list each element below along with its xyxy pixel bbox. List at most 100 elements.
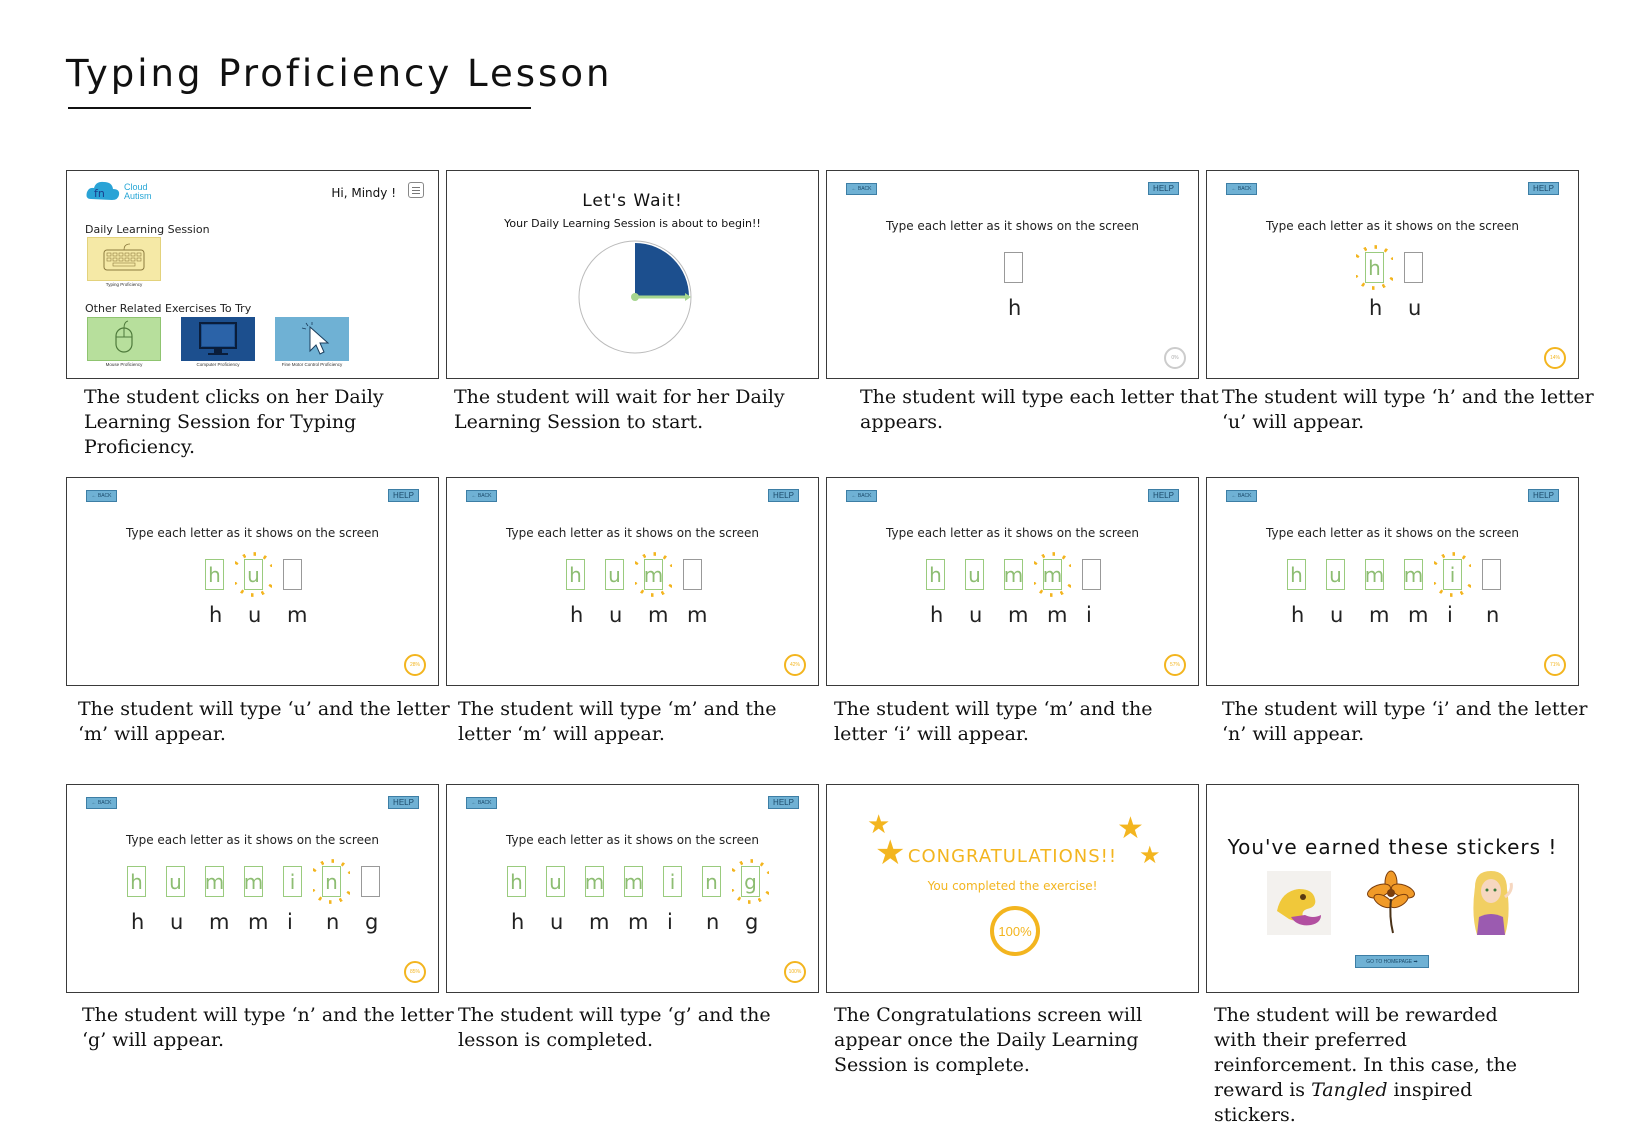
- instruction-text: Type each letter as it shows on the scre…: [126, 833, 379, 847]
- target-letter: m: [648, 603, 669, 627]
- wait-title: Let's Wait!: [582, 191, 683, 211]
- next-letter-input[interactable]: [1082, 559, 1101, 590]
- instruction-text: Type each letter as it shows on the scre…: [886, 526, 1139, 540]
- daily-session-label: Daily Learning Session: [85, 223, 210, 236]
- back-button[interactable]: ← BACK: [466, 797, 497, 809]
- typed-letter-box: u: [166, 866, 185, 897]
- typed-letter-box: u: [244, 559, 263, 590]
- next-letter-input[interactable]: [1404, 252, 1423, 283]
- instruction-text: Type each letter as it shows on the scre…: [1266, 219, 1519, 233]
- fine-motor-tile[interactable]: [275, 317, 349, 361]
- typed-letter-box: g: [741, 866, 760, 897]
- caption-5: The student will type ‘u’ and the letter…: [78, 698, 450, 745]
- target-letter: h: [1008, 296, 1022, 320]
- cloud-autism-logo-icon: fn: [86, 181, 120, 200]
- target-letter: u: [609, 603, 623, 627]
- typed-letter-box: u: [1326, 559, 1345, 590]
- screen-typing-step-2: ← BACK HELP Type each letter as it shows o…: [1206, 170, 1579, 379]
- screen-typing-step-1: ← BACK HELP Type each letter as it shows o…: [826, 170, 1199, 379]
- help-button[interactable]: HELP: [768, 796, 799, 809]
- flower-sticker-icon: [1367, 870, 1415, 934]
- next-letter-input[interactable]: [361, 866, 380, 897]
- typed-letter-box: n: [322, 866, 341, 897]
- congrats-title: CONGRATULATIONS!!: [907, 846, 1118, 867]
- typed-letter-box: m: [585, 866, 604, 897]
- caption-2: The student will wait for her Daily Lear…: [454, 386, 785, 433]
- instruction-text: Type each letter as it shows on the scre…: [1266, 526, 1519, 540]
- star-icon: ★: [1139, 842, 1161, 869]
- help-button[interactable]: HELP: [1528, 489, 1559, 502]
- help-button[interactable]: HELP: [768, 489, 799, 502]
- caption-12: The student will be rewarded with their …: [1214, 1004, 1517, 1126]
- timer-wedge: [635, 243, 689, 297]
- logo-line-1: Cloud: [124, 182, 148, 192]
- progress-indicator: 100%: [784, 961, 806, 983]
- instruction-text: Type each letter as it shows on the scre…: [126, 526, 379, 540]
- target-letter: g: [745, 910, 759, 934]
- typed-letter-box: h: [205, 559, 224, 590]
- target-letter: m: [1008, 603, 1029, 627]
- go-to-homepage-button[interactable]: GO TO HOMEPAGE ➡: [1355, 955, 1429, 968]
- help-button[interactable]: HELP: [1148, 182, 1179, 195]
- progress-indicator: 28%: [404, 654, 426, 676]
- help-button[interactable]: HELP: [388, 796, 419, 809]
- stickers-title: You've earned these stickers !: [1227, 835, 1558, 859]
- progress-indicator: 71%: [1544, 654, 1566, 676]
- next-letter-input[interactable]: [1482, 559, 1501, 590]
- typed-letter-box: m: [205, 866, 224, 897]
- greeting: Hi, Mindy !: [331, 186, 396, 200]
- help-button[interactable]: HELP: [1528, 182, 1559, 195]
- target-letter: u: [248, 603, 262, 627]
- back-button[interactable]: ← BACK: [846, 490, 877, 502]
- help-button[interactable]: HELP: [1148, 489, 1179, 502]
- countdown-timer: [578, 240, 692, 354]
- screen-typing-step-8: ← BACK HELP Type each letter as it shows o…: [446, 784, 819, 993]
- target-letter: i: [667, 910, 673, 934]
- star-icon: ★: [1117, 812, 1144, 845]
- target-letter: m: [1408, 603, 1429, 627]
- target-letter: u: [550, 910, 564, 934]
- back-button[interactable]: ← BACK: [466, 490, 497, 502]
- caption-8: The student will type ‘i’ and the letter…: [1222, 698, 1588, 745]
- typed-letter-box: u: [965, 559, 984, 590]
- back-button[interactable]: ← BACK: [1226, 490, 1257, 502]
- caption-10: The student will type ‘g’ and the lesson…: [458, 1004, 771, 1051]
- target-letter: m: [1047, 603, 1068, 627]
- help-button[interactable]: HELP: [388, 489, 419, 502]
- target-letter: n: [706, 910, 720, 934]
- hamburger-menu-icon[interactable]: [408, 182, 424, 198]
- target-letter: m: [248, 910, 269, 934]
- typed-letter-box: h: [926, 559, 945, 590]
- mouse-tile-label: Mouse Proficiency: [105, 362, 143, 367]
- target-letter: n: [326, 910, 340, 934]
- target-letter: h: [1291, 603, 1305, 627]
- back-button[interactable]: ← BACK: [846, 183, 877, 195]
- back-button[interactable]: ← BACK: [1226, 183, 1257, 195]
- target-letter: i: [287, 910, 293, 934]
- next-letter-input[interactable]: [683, 559, 702, 590]
- caption-4: The student will type ‘h’ and the letter…: [1222, 386, 1594, 433]
- typed-letter-boxes: [1004, 252, 1043, 288]
- target-letter: h: [511, 910, 525, 934]
- target-letter: m: [589, 910, 610, 934]
- progress-indicator: 57%: [1164, 654, 1186, 676]
- typed-letter-box: h: [127, 866, 146, 897]
- target-letter: u: [1330, 603, 1344, 627]
- typing-proficiency-tile[interactable]: [87, 237, 161, 281]
- mouse-proficiency-tile[interactable]: [87, 317, 161, 361]
- next-letter-input[interactable]: [1004, 252, 1023, 283]
- next-letter-input[interactable]: [283, 559, 302, 590]
- screen-typing-step-6: ← BACK HELP Type each letter as it shows o…: [1206, 477, 1579, 686]
- back-button[interactable]: ← BACK: [86, 797, 117, 809]
- target-letter: n: [1486, 603, 1500, 627]
- screen-typing-step-7: ← BACK HELP Type each letter as it shows o…: [66, 784, 439, 993]
- instruction-text: Type each letter as it shows on the scre…: [506, 526, 759, 540]
- back-button[interactable]: ← BACK: [86, 490, 117, 502]
- target-letter: i: [1086, 603, 1092, 627]
- title-underline: [68, 107, 531, 109]
- computer-proficiency-tile[interactable]: [181, 317, 255, 361]
